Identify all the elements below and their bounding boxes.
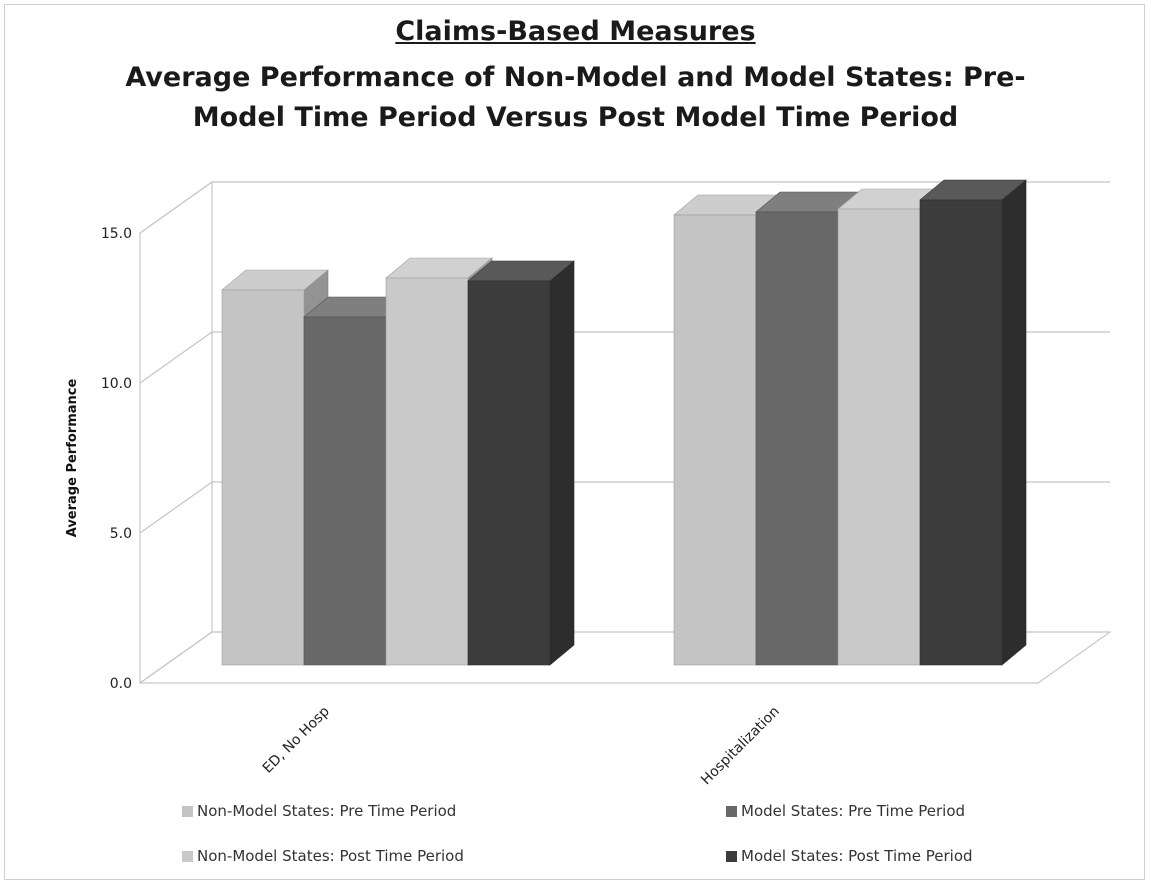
legend-item: Non-Model States: Post Time Period (182, 847, 464, 865)
legend-item: Model States: Post Time Period (726, 847, 973, 865)
chart-frame (4, 4, 1145, 880)
bar (467, 280, 551, 666)
x-tick-label: ED, No Hosp (260, 703, 333, 776)
bar-side (549, 260, 575, 666)
gridline-side (139, 181, 213, 234)
gridline-side (139, 481, 213, 534)
legend-label: Non-Model States: Pre Time Period (197, 802, 457, 820)
gridline-side (139, 331, 213, 384)
bar (303, 316, 387, 666)
legend-item: Non-Model States: Pre Time Period (182, 802, 456, 820)
legend-swatch (726, 805, 737, 817)
y-tick-label: 0.0 (110, 676, 132, 692)
legend-label: Model States: Pre Time Period (741, 802, 966, 820)
legend-label: Non-Model States: Post Time Period (197, 847, 464, 865)
legend-swatch (182, 805, 193, 817)
chart-title-line-3: Model Time Period Versus Post Model Time… (192, 102, 959, 133)
y-axis-title: Average Performance (65, 379, 80, 538)
legend-item: Model States: Pre Time Period (726, 802, 965, 820)
legend-swatch (726, 850, 737, 862)
legend-label: Model States: Post Time Period (741, 847, 973, 865)
chart-title-line-2: Average Performance of Non-Model and Mod… (125, 62, 1026, 93)
bar (755, 211, 839, 666)
y-tick-label: 5.0 (110, 526, 132, 542)
bar (385, 277, 469, 666)
legend-swatch (182, 850, 193, 862)
gridline-side (139, 631, 213, 684)
bar (221, 289, 305, 666)
bar (919, 199, 1003, 666)
bar (673, 214, 757, 666)
x-tick-label: Hospitalization (698, 704, 783, 789)
chart-title-line-1: Claims-Based Measures (395, 16, 756, 47)
side-wall (139, 181, 213, 684)
y-tick-label: 15.0 (101, 226, 132, 242)
y-tick-label: 10.0 (101, 376, 132, 392)
bar-side (1001, 179, 1027, 666)
bar (837, 208, 921, 666)
